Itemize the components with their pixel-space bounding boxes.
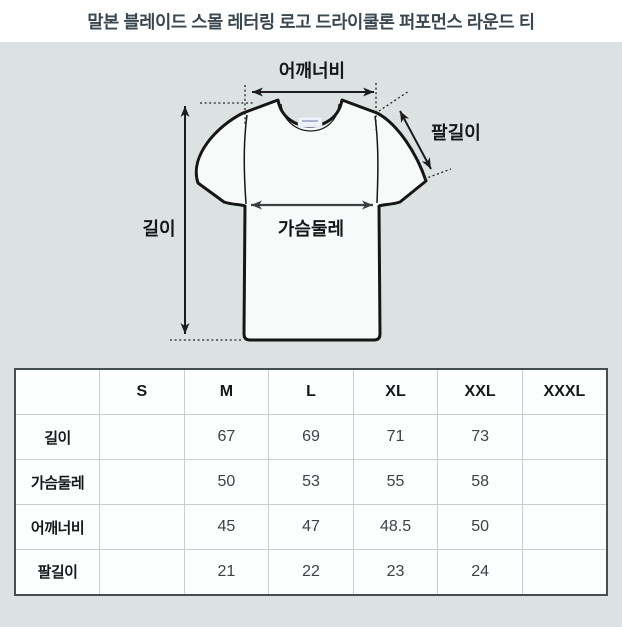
size-column-header: XXL: [437, 368, 523, 415]
arm-guide-dotted-bottom: [423, 168, 452, 180]
measurement-value-cell: 69: [268, 414, 354, 460]
arm-guide-dotted-top: [378, 90, 410, 112]
measurement-value-cell: 21: [183, 549, 270, 595]
measurement-value-cell: 55: [352, 459, 439, 505]
measurement-value-cell: 53: [268, 459, 354, 505]
measurement-value-cell: 48.5: [352, 504, 439, 550]
measurement-value-cell: [521, 504, 608, 550]
size-table-row: 팔길이 21 22 23 24: [14, 549, 608, 595]
tshirt-measurement-diagram: 어깨너비 팔길이 길이 가슴둘레: [142, 61, 481, 342]
arm-length-label: 팔길이: [431, 122, 481, 143]
size-table-header-row: S M L XL XXL XXXL: [14, 368, 608, 415]
arm-length-arrow: [399, 110, 432, 170]
brand-tag: [297, 116, 323, 128]
measurement-row-label: 길이: [14, 414, 101, 460]
measurement-value-cell: [99, 459, 185, 505]
size-table: S M L XL XXL XXXL 길이 67 69 71 73 가슴둘레 50 53 55 58 어깨너비 4…: [14, 368, 608, 596]
left-sleeve-seam: [243, 114, 248, 205]
measurement-row-label: 팔길이: [14, 549, 101, 595]
measurement-value-cell: 71: [352, 414, 439, 460]
size-column-header: S: [99, 368, 185, 415]
length-label: 길이: [142, 218, 175, 239]
measurement-value-cell: 23: [352, 549, 439, 595]
chest-label: 가슴둘레: [278, 219, 344, 239]
collar-inner-line: [280, 103, 340, 132]
title-bar: 말본 블레이드 스몰 레터링 로고 드라이쿨론 퍼포먼스 라운드 티: [0, 0, 622, 42]
measurement-value-cell: 67: [183, 414, 270, 460]
size-table-row: 길이 67 69 71 73: [14, 414, 608, 460]
measurement-row-label: 어깨너비: [14, 504, 101, 550]
size-table-row: 어깨너비 45 47 48.5 50: [14, 504, 608, 550]
measurement-value-cell: 22: [268, 549, 354, 595]
measurement-value-cell: 73: [437, 414, 523, 460]
measurement-value-cell: [521, 414, 608, 460]
size-column-header: XXXL: [521, 368, 608, 415]
measurement-value-cell: 47: [268, 504, 354, 550]
size-table-section: S M L XL XXL XXXL 길이 67 69 71 73 가슴둘레 50 53 55 58 어깨너비 4…: [0, 368, 622, 596]
size-diagram: 어깨너비 팔길이 길이 가슴둘레: [0, 42, 622, 368]
size-table-body: 길이 67 69 71 73 가슴둘레 50 53 55 58 어깨너비 45 47 48.5 50 팔길이 2…: [14, 414, 608, 595]
measurement-value-cell: 50: [183, 459, 270, 505]
measurement-value-cell: [99, 414, 185, 460]
size-column-header: L: [268, 368, 354, 415]
size-table-row: 가슴둘레 50 53 55 58: [14, 459, 608, 505]
size-table-corner-cell: [14, 368, 101, 415]
measurement-value-cell: [99, 504, 185, 550]
tshirt-outline: [194, 98, 428, 342]
measurement-value-cell: 45: [183, 504, 270, 550]
measurement-value-cell: 24: [437, 549, 523, 595]
page-title: 말본 블레이드 스몰 레터링 로고 드라이쿨론 퍼포먼스 라운드 티: [87, 11, 535, 32]
measurement-value-cell: [521, 459, 608, 505]
measurement-value-cell: 50: [437, 504, 523, 550]
measurement-row-label: 가슴둘레: [14, 459, 101, 505]
size-column-header: XL: [352, 368, 439, 415]
size-column-header: M: [183, 368, 270, 415]
measurement-value-cell: [521, 549, 608, 595]
measurement-value-cell: 58: [437, 459, 523, 505]
shoulder-width-label: 어깨너비: [279, 61, 345, 81]
measurement-value-cell: [99, 549, 185, 595]
